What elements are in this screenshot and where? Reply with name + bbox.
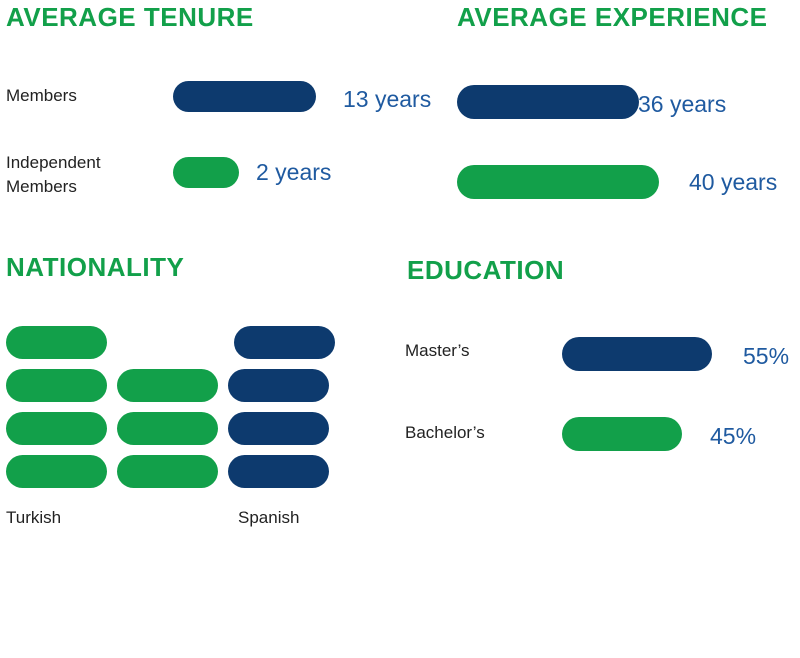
- experience-bar-independent: [457, 165, 659, 199]
- experience-title: AVERAGE EXPERIENCE: [457, 2, 768, 32]
- experience-value-independent: 40 years: [689, 169, 778, 195]
- education-bar-masters: [562, 337, 712, 371]
- nationality-label-spanish: Spanish: [238, 508, 300, 527]
- education-value-bachelors: 45%: [710, 423, 757, 449]
- nationality-turkish-pill: [6, 369, 107, 402]
- tenure-value-independent: 2 years: [256, 159, 332, 185]
- experience-bar-members: [457, 85, 639, 119]
- nationality-spanish-pill: [228, 455, 329, 488]
- education-label-masters: Master’s: [405, 341, 470, 360]
- education-value-masters: 55%: [743, 343, 790, 369]
- nationality-turkish-pill: [117, 369, 218, 402]
- tenure-value-members: 13 years: [343, 86, 432, 112]
- nationality-label-turkish: Turkish: [6, 508, 62, 527]
- nationality-turkish-pill: [6, 412, 107, 445]
- nationality-spanish-pill: [234, 326, 335, 359]
- tenure-label-members: Members: [6, 86, 77, 105]
- nationality-title: NATIONALITY: [6, 252, 185, 282]
- education-label-bachelors: Bachelor’s: [405, 423, 485, 442]
- nationality-turkish-pill: [6, 455, 107, 488]
- tenure-title: AVERAGE TENURE: [6, 2, 254, 32]
- tenure-label-independent: Independent Members: [6, 153, 101, 196]
- tenure-bar-members: [173, 81, 316, 112]
- nationality-turkish-pill: [117, 455, 218, 488]
- nationality-spanish-pill: [228, 412, 329, 445]
- tenure-bar-independent: [173, 157, 239, 188]
- nationality-turkish-pill: [117, 412, 218, 445]
- experience-value-members: 36 years: [638, 91, 727, 117]
- nationality-turkish-pill: [6, 326, 107, 359]
- education-bar-bachelors: [562, 417, 682, 451]
- education-title: EDUCATION: [407, 255, 565, 285]
- nationality-spanish-pill: [228, 369, 329, 402]
